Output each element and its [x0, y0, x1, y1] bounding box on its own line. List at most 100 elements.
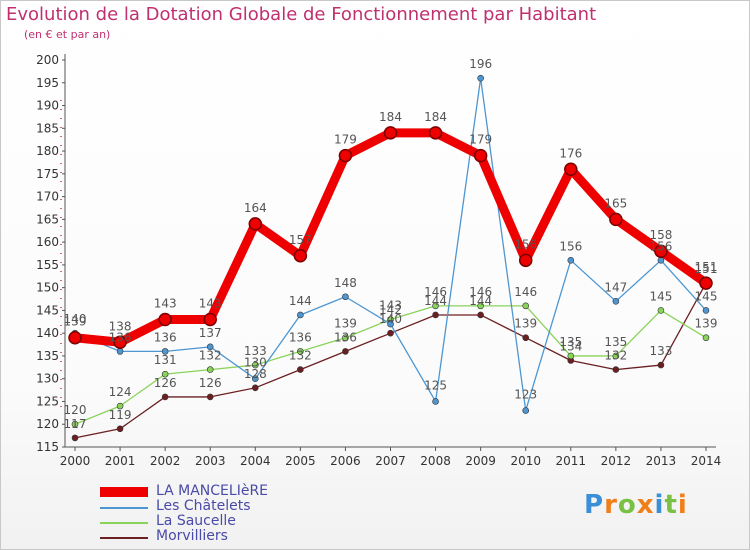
data-point — [612, 352, 620, 360]
data-point — [432, 398, 439, 405]
data-label: 157 — [289, 233, 312, 247]
x-tick-label: 2014 — [691, 454, 722, 468]
data-label: 139 — [695, 317, 718, 331]
x-tick-label: 2005 — [285, 454, 316, 468]
data-point — [342, 348, 349, 355]
data-label: 146 — [424, 285, 447, 299]
data-label: 143 — [379, 299, 402, 313]
x-tick-label: 2000 — [60, 454, 91, 468]
data-point — [158, 312, 172, 327]
x-tick-label: 2010 — [510, 454, 541, 468]
data-label: 133 — [649, 344, 672, 358]
logo-letter: r — [604, 490, 618, 520]
data-label: 184 — [424, 110, 447, 124]
y-tick-label: 180 — [36, 144, 59, 158]
legend-label-les-chatelets: Les Châtelets — [156, 498, 251, 514]
logo-letter: t — [664, 490, 678, 520]
data-point — [699, 276, 713, 290]
data-point — [113, 335, 127, 350]
legend-swatch-les-chatelets — [100, 507, 148, 509]
data-label: 128 — [244, 367, 267, 381]
data-point — [161, 348, 169, 355]
legend-swatch-la-saucelle — [100, 522, 148, 524]
data-point — [654, 244, 668, 258]
data-label: 120 — [64, 403, 87, 417]
y-tick-label: 165 — [36, 212, 59, 226]
data-point — [522, 407, 530, 414]
data-label: 139 — [334, 317, 357, 331]
data-label: 179 — [469, 133, 492, 147]
data-point — [432, 302, 439, 310]
legend-item-la-manceliere: LA MANCELIèRE — [100, 483, 360, 501]
data-point — [161, 393, 169, 401]
data-label: 143 — [199, 297, 222, 311]
logo-letter: P — [584, 490, 605, 520]
data-point — [248, 217, 263, 231]
y-tick-label: 115 — [36, 440, 59, 454]
legend-label-la-manceliere: LA MANCELIèRE — [156, 483, 269, 499]
data-label: 164 — [244, 201, 267, 215]
chart-subtitle: (en € et par an) — [24, 28, 111, 41]
data-point — [473, 148, 488, 163]
y-tick-label: 130 — [36, 372, 59, 386]
data-point — [251, 384, 259, 392]
data-label: 146 — [514, 285, 537, 299]
data-label: 158 — [649, 228, 672, 242]
legend-label-la-saucelle: La Saucelle — [156, 513, 236, 529]
data-point — [71, 434, 79, 442]
x-tick-label: 2004 — [240, 454, 271, 468]
data-label: 125 — [424, 378, 447, 392]
proxiti-logo: Proxiti — [584, 490, 688, 520]
y-tick-label: 160 — [36, 235, 59, 249]
data-label: 139 — [514, 317, 537, 331]
x-tick-label: 2007 — [375, 454, 406, 468]
logo-letter: i — [654, 490, 665, 520]
data-point — [657, 257, 665, 264]
data-point — [161, 370, 169, 378]
data-label: 140 — [379, 312, 402, 326]
chart-title: Evolution de la Dotation Globale de Fonc… — [6, 4, 597, 25]
data-point — [297, 311, 304, 319]
x-tick-label: 2003 — [195, 454, 226, 468]
x-tick-label: 2011 — [556, 454, 587, 468]
data-label: 126 — [199, 376, 222, 390]
data-label: 140 — [64, 312, 87, 326]
data-label: 136 — [334, 330, 357, 344]
data-point — [702, 307, 710, 314]
data-label: 184 — [379, 110, 402, 124]
y-tick-label: 155 — [36, 258, 59, 272]
data-label: 132 — [289, 349, 312, 363]
data-label: 139 — [64, 315, 87, 329]
y-tick-label: 120 — [36, 417, 59, 431]
data-label: 131 — [154, 353, 177, 367]
legend-item-les-chatelets: Les Châtelets — [100, 498, 360, 516]
data-label: 156 — [514, 237, 537, 251]
data-label: 136 — [154, 330, 177, 344]
data-label: 156 — [649, 239, 672, 253]
data-label: 130 — [244, 356, 267, 370]
data-point — [477, 74, 484, 82]
data-label: 117 — [64, 417, 87, 431]
data-point — [477, 311, 484, 319]
data-point — [297, 348, 304, 355]
x-tick-label: 2008 — [420, 454, 451, 468]
data-label: 151 — [695, 260, 718, 274]
data-point — [567, 257, 575, 264]
data-point — [477, 302, 484, 310]
data-point — [116, 348, 124, 355]
legend-item-morvilliers: Morvilliers — [100, 528, 360, 546]
data-label: 135 — [604, 335, 627, 349]
data-point — [428, 126, 443, 140]
logo-letter: x — [636, 490, 655, 520]
data-label: 165 — [604, 196, 627, 210]
data-point — [206, 366, 214, 373]
data-label: 176 — [559, 146, 582, 160]
data-point — [342, 293, 349, 301]
data-point — [116, 402, 124, 410]
data-point — [564, 162, 578, 177]
data-label: 123 — [514, 388, 537, 402]
data-label: 144 — [469, 294, 492, 308]
data-point — [251, 375, 259, 383]
data-point — [206, 343, 214, 351]
data-label: 145 — [649, 289, 672, 303]
